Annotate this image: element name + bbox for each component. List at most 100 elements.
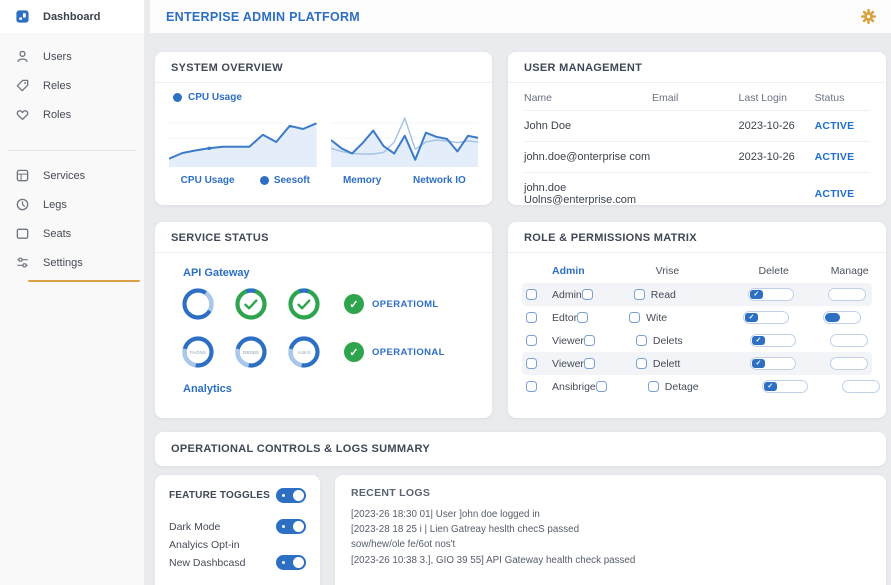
page-title: ENTERPISE ADMIN PLATFORM bbox=[166, 9, 361, 24]
check-icon: ✓ bbox=[763, 382, 777, 391]
checkbox[interactable] bbox=[577, 312, 589, 323]
sidebar-item-label: Legs bbox=[43, 198, 67, 211]
checkbox[interactable] bbox=[581, 289, 593, 300]
matrix-row: Viewer Delets ✓ bbox=[522, 329, 872, 352]
permission-label: Delets bbox=[652, 334, 683, 347]
cpu-usage-chart bbox=[169, 109, 317, 169]
dashboard-icon bbox=[16, 10, 29, 23]
chart-axis-labels: CPU Usage Seesoft Memory Network IO bbox=[169, 175, 478, 186]
gear-icon[interactable] bbox=[860, 8, 877, 25]
manage-toggle[interactable] bbox=[829, 357, 868, 370]
legend-label: CPU Usage bbox=[188, 92, 242, 103]
section-title: OPERATIONAL CONTROLS & LOGS SUMMARY bbox=[171, 443, 431, 455]
role-name: Viewer bbox=[552, 334, 584, 347]
check-icon: ✓ bbox=[344, 342, 364, 362]
checkbox[interactable] bbox=[647, 381, 659, 392]
checkbox[interactable] bbox=[583, 358, 595, 369]
legend-dot-icon bbox=[259, 176, 269, 185]
checkbox[interactable] bbox=[526, 289, 537, 300]
column-name: Name bbox=[524, 92, 553, 104]
sidebar-item-label: Dashboard bbox=[43, 10, 101, 23]
delete-toggle[interactable]: ✓ bbox=[749, 334, 796, 347]
manage-toggle[interactable] bbox=[823, 311, 862, 324]
svg-text:FAONS: FAONS bbox=[190, 350, 206, 356]
status-badge: ACTIVE bbox=[814, 120, 855, 132]
feature-switch[interactable] bbox=[276, 519, 306, 534]
role-name: Ansibrige bbox=[552, 380, 596, 393]
manage-toggle[interactable] bbox=[841, 380, 880, 393]
delete-toggle[interactable]: ✓ bbox=[747, 288, 794, 301]
feature-row: Analyics Opt-in bbox=[169, 536, 306, 553]
manage-toggle[interactable] bbox=[827, 288, 866, 301]
column-email: Email bbox=[652, 92, 679, 104]
sidebar-item-reles[interactable]: Reles bbox=[0, 71, 144, 100]
column-last-login: Last Login bbox=[738, 92, 787, 104]
checkbox[interactable] bbox=[635, 335, 647, 346]
sidebar-item-dashboard[interactable]: Dashboard bbox=[0, 0, 144, 33]
service-ring-check bbox=[235, 288, 267, 320]
manage-toggle[interactable] bbox=[829, 334, 868, 347]
sidebar-item-label: Seats bbox=[43, 227, 72, 240]
memory-network-chart bbox=[330, 109, 478, 169]
column-delete: Delete bbox=[758, 265, 789, 277]
feature-switch[interactable] bbox=[276, 555, 306, 570]
status-badge: ✓ OPERATIONAL bbox=[344, 342, 445, 362]
matrix-row: Ansibrige Detage ✓ bbox=[522, 375, 880, 398]
checkbox[interactable] bbox=[633, 289, 645, 300]
feature-toggles-switch[interactable] bbox=[276, 488, 306, 503]
ops-summary-bar: OPERATIONAL CONTROLS & LOGS SUMMARY bbox=[155, 432, 886, 466]
recent-logs-card: RECENT LOGS [2023-26 18:30 01| User ]ohn… bbox=[335, 475, 886, 585]
feature-toggles-title: FEATURE TOGGLES bbox=[169, 490, 270, 501]
column-admin: Admin bbox=[552, 265, 585, 277]
checkbox[interactable] bbox=[635, 358, 647, 369]
tag-icon bbox=[16, 79, 29, 92]
sidebar-item-settings[interactable]: Settings bbox=[0, 248, 144, 277]
card-title: USER MANAGEMENT bbox=[508, 52, 886, 83]
service-ring-ring bbox=[182, 288, 214, 320]
sidebar-item-users[interactable]: Users bbox=[0, 42, 144, 71]
sidebar-item-roles[interactable]: Roles bbox=[0, 100, 144, 129]
checkbox[interactable] bbox=[595, 381, 607, 392]
checkbox[interactable] bbox=[526, 381, 537, 392]
user-name: john.doe@onterprise com bbox=[524, 151, 651, 163]
axis-label: Memory bbox=[342, 175, 382, 186]
sidebar-item-label: Reles bbox=[43, 79, 72, 92]
sidebar-item-label: Settings bbox=[43, 256, 83, 269]
services-icon bbox=[16, 169, 29, 182]
card-title: ROLE & PERMISSIONS MATRIX bbox=[508, 222, 886, 253]
heart-icon bbox=[16, 110, 29, 121]
checkbox[interactable] bbox=[629, 312, 641, 323]
card-title: SERVICE STATUS bbox=[155, 222, 492, 253]
service-row: FAONS DBSBS AUKS ✓ OPERATIONAL bbox=[181, 335, 476, 369]
delete-toggle[interactable]: ✓ bbox=[743, 311, 790, 324]
delete-toggle[interactable]: ✓ bbox=[749, 357, 796, 370]
delete-toggle[interactable]: ✓ bbox=[761, 380, 808, 393]
checkbox[interactable] bbox=[526, 312, 537, 323]
sidebar-item-seats[interactable]: Seats bbox=[0, 219, 144, 248]
table-row: john.doe@onterprise com 2023-10-26 ACTIV… bbox=[524, 142, 870, 173]
status-badge: ✓ OPERATIOML bbox=[344, 294, 439, 314]
role-name: Viewer bbox=[552, 357, 584, 370]
permission-label: Detage bbox=[664, 380, 699, 393]
table-header: Name Email Last Login Status bbox=[524, 85, 870, 111]
sidebar-item-services[interactable]: Services bbox=[0, 161, 144, 190]
checkbox[interactable] bbox=[526, 335, 537, 346]
service-ring-label: AUKS bbox=[288, 336, 320, 368]
user-name: john.doe Uolns@enterprise.com bbox=[524, 182, 637, 205]
check-icon: ✓ bbox=[751, 336, 765, 345]
permission-label: Delett bbox=[652, 357, 681, 370]
sidebar-item-label: Roles bbox=[43, 108, 72, 121]
feature-label: Dark Mode bbox=[169, 520, 221, 533]
check-icon: ✓ bbox=[751, 359, 765, 368]
feature-row: Dark Mode bbox=[169, 518, 306, 535]
check-icon: ✓ bbox=[749, 290, 763, 299]
panel-icon bbox=[16, 228, 29, 239]
sidebar-item-legs[interactable]: Legs bbox=[0, 190, 144, 219]
checkbox[interactable] bbox=[583, 335, 595, 346]
checkbox[interactable] bbox=[526, 358, 537, 369]
legend-dot-icon bbox=[173, 93, 182, 102]
column-manage: Manage bbox=[830, 265, 869, 277]
user-management-card: USER MANAGEMENT Name Email Last Login St… bbox=[508, 52, 886, 205]
feature-row: New Dashbcasd bbox=[169, 554, 306, 571]
